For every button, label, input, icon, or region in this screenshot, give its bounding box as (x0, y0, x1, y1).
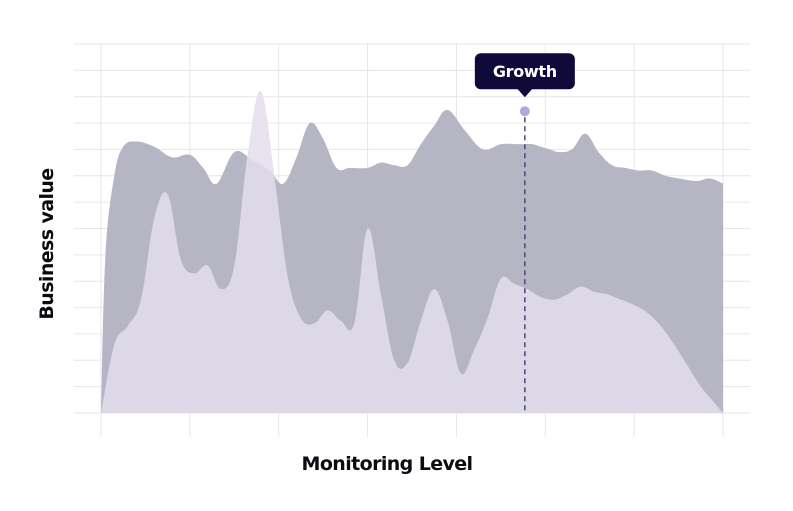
tooltip-pointer (516, 88, 533, 98)
x-axis-title: Monitoring Level (302, 453, 473, 475)
growth-marker (519, 106, 530, 117)
annotation-layer: Growth (474, 53, 575, 413)
growth-tooltip: Growth (474, 53, 575, 98)
tooltip-label: Growth (493, 62, 557, 81)
y-axis-title: Business value (36, 168, 58, 319)
tooltip-box (474, 53, 575, 90)
